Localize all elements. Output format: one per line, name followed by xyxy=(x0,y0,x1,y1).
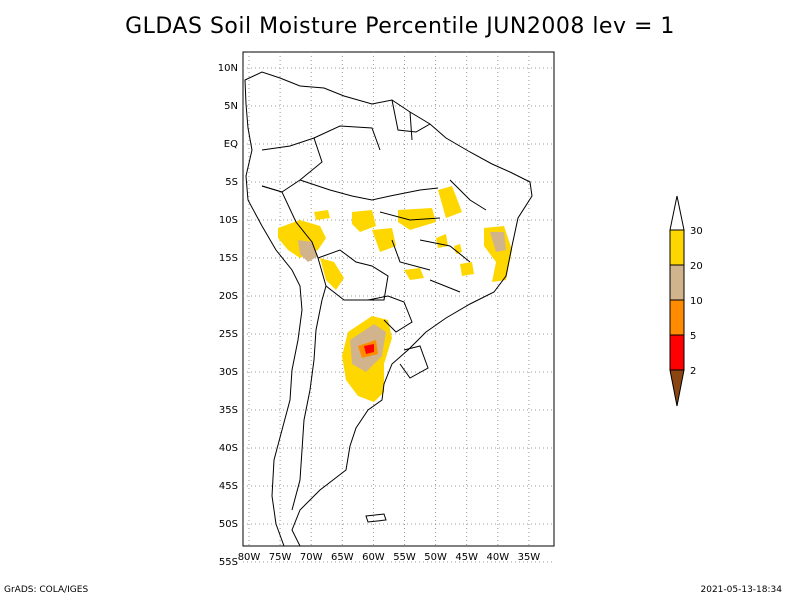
colorbar-label-5: 5 xyxy=(690,331,696,342)
lat-label: 10N xyxy=(218,63,238,74)
latitude-labels: 10N 5N EQ 5S 10S 15S 20S 25S 30S 35S 40S 45S 50S 55S xyxy=(218,63,238,568)
border-uruguay xyxy=(399,345,429,379)
lon-label: 35W xyxy=(518,552,541,563)
shade-east-3 xyxy=(404,268,424,280)
colorbar-top-arrow xyxy=(669,195,685,231)
shade-east-5 xyxy=(454,244,462,254)
colorbar-label-30: 30 xyxy=(690,226,703,237)
shade-east-1 xyxy=(484,226,512,282)
map-title: GLDAS Soil Moisture Percentile JUN2008 l… xyxy=(125,14,675,39)
colorbar-label-10: 10 xyxy=(690,296,703,307)
footer-credit: GrADS: COLA/IGES xyxy=(4,585,89,595)
lat-label: EQ xyxy=(224,139,238,150)
shade-central-2 xyxy=(398,208,436,230)
border-paraguay xyxy=(367,295,413,333)
lon-label: 55W xyxy=(393,552,416,563)
lon-label: 75W xyxy=(269,552,292,563)
shade-east-2 xyxy=(460,262,474,276)
lon-label: 60W xyxy=(362,552,385,563)
colorbar: 30 20 10 5 2 xyxy=(669,195,703,407)
shade-central-1 xyxy=(372,228,396,252)
shade-east-tan xyxy=(490,232,506,252)
lon-label: 50W xyxy=(424,552,447,563)
lat-label: 35S xyxy=(219,405,238,416)
lat-label: 5N xyxy=(224,101,238,112)
lat-label: 15S xyxy=(219,253,238,264)
lat-label: 50S xyxy=(219,519,238,530)
lon-label: 40W xyxy=(486,552,509,563)
shade-amazon-1 xyxy=(314,210,330,220)
footer-timestamp: 2021-05-13-18:34 xyxy=(700,585,783,595)
continent-outline xyxy=(244,71,533,547)
lat-label: 5S xyxy=(225,177,238,188)
shade-argentina-red xyxy=(364,344,374,354)
border-guianas xyxy=(391,99,431,141)
lat-label: 20S xyxy=(219,291,238,302)
longitude-labels: 80W 75W 70W 65W 60W 55W 50W 45W 40W 35W xyxy=(238,552,541,563)
lat-label: 10S xyxy=(219,215,238,226)
lat-label: 55S xyxy=(219,557,238,568)
border-brazil-states xyxy=(379,179,487,293)
colorbar-20-30 xyxy=(669,229,685,266)
border-chile-argentina xyxy=(291,299,323,511)
shade-amazon-2 xyxy=(352,210,376,232)
lon-label: 65W xyxy=(331,552,354,563)
shade-central-3 xyxy=(438,186,462,218)
lat-label: 45S xyxy=(219,481,238,492)
falklands xyxy=(365,513,387,523)
colorbar-label-20: 20 xyxy=(690,261,703,272)
coastlines xyxy=(244,71,533,547)
colorbar-10-20 xyxy=(669,264,685,301)
border-venezuela xyxy=(313,125,381,151)
colorbar-label-2: 2 xyxy=(690,366,696,377)
lon-label: 45W xyxy=(455,552,478,563)
lat-label: 30S xyxy=(219,367,238,378)
border-brazil-west xyxy=(299,179,439,201)
lon-label: 80W xyxy=(238,552,261,563)
plot-frame xyxy=(242,51,555,547)
lon-label: 70W xyxy=(300,552,323,563)
colorbar-5-10 xyxy=(669,299,685,336)
lat-label: 25S xyxy=(219,329,238,340)
border-bolivia xyxy=(317,249,389,301)
colorbar-bottom-arrow xyxy=(669,369,685,407)
lat-label: 40S xyxy=(219,443,238,454)
colorbar-2-5 xyxy=(669,334,685,371)
shade-bolivia-yellow xyxy=(320,258,344,290)
